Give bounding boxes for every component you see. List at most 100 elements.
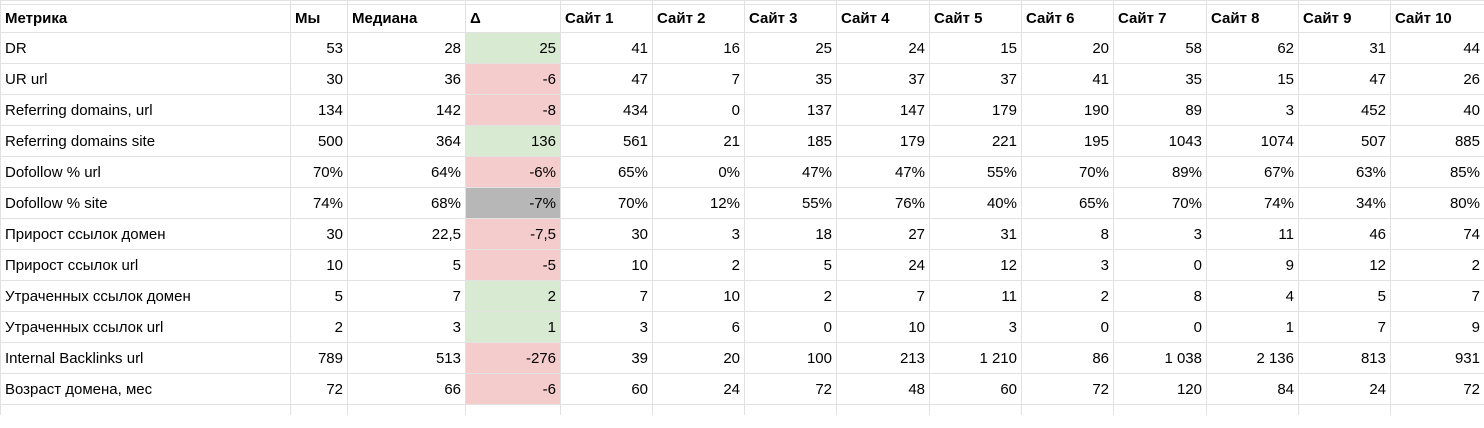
site-value-cell[interactable]: 72 bbox=[1021, 373, 1114, 405]
site-value-cell[interactable]: 179 bbox=[836, 125, 930, 157]
we-value-cell[interactable]: 72 bbox=[290, 373, 348, 405]
site-value-cell[interactable]: 24 bbox=[836, 249, 930, 281]
site-value-cell[interactable]: 2 bbox=[744, 280, 837, 312]
site-value-cell[interactable]: 0 bbox=[1021, 311, 1114, 343]
site-value-cell[interactable]: 46 bbox=[1298, 218, 1391, 250]
site-value-cell[interactable]: 15 bbox=[1206, 63, 1299, 95]
site-value-cell[interactable]: 47 bbox=[560, 63, 653, 95]
site-value-cell[interactable]: 11 bbox=[1206, 218, 1299, 250]
delta-value-cell[interactable]: -6 bbox=[465, 373, 561, 405]
site-value-cell[interactable]: 147 bbox=[836, 94, 930, 126]
site-value-cell[interactable]: 60 bbox=[560, 373, 653, 405]
median-value-cell[interactable]: 68% bbox=[347, 187, 466, 219]
site-value-cell[interactable]: 40% bbox=[929, 187, 1022, 219]
site-value-cell[interactable]: 58 bbox=[1113, 32, 1207, 64]
median-value-cell[interactable]: 22,5 bbox=[347, 218, 466, 250]
metric-name-cell[interactable]: Internal Backlinks url bbox=[0, 342, 291, 374]
site-value-cell[interactable]: 20 bbox=[652, 342, 745, 374]
partial-cell[interactable] bbox=[1298, 404, 1391, 415]
site-value-cell[interactable]: 70% bbox=[1113, 187, 1207, 219]
metric-name-cell[interactable]: Referring domains, url bbox=[0, 94, 291, 126]
site-value-cell[interactable]: 21 bbox=[652, 125, 745, 157]
site-value-cell[interactable]: 31 bbox=[929, 218, 1022, 250]
delta-value-cell[interactable]: 1 bbox=[465, 311, 561, 343]
site-value-cell[interactable]: 7 bbox=[652, 63, 745, 95]
site-value-cell[interactable]: 65% bbox=[1021, 187, 1114, 219]
site-value-cell[interactable]: 63% bbox=[1298, 156, 1391, 188]
we-value-cell[interactable]: 500 bbox=[290, 125, 348, 157]
column-header-cell-8[interactable]: Сайт 5 bbox=[929, 4, 1022, 33]
column-header-cell-9[interactable]: Сайт 6 bbox=[1021, 4, 1114, 33]
site-value-cell[interactable]: 7 bbox=[1390, 280, 1484, 312]
median-value-cell[interactable]: 5 bbox=[347, 249, 466, 281]
site-value-cell[interactable]: 34% bbox=[1298, 187, 1391, 219]
median-value-cell[interactable]: 7 bbox=[347, 280, 466, 312]
site-value-cell[interactable]: 6 bbox=[652, 311, 745, 343]
site-value-cell[interactable]: 3 bbox=[560, 311, 653, 343]
partial-cell[interactable] bbox=[290, 404, 348, 415]
site-value-cell[interactable]: 100 bbox=[744, 342, 837, 374]
site-value-cell[interactable]: 10 bbox=[560, 249, 653, 281]
delta-value-cell[interactable]: -7% bbox=[465, 187, 561, 219]
site-value-cell[interactable]: 120 bbox=[1113, 373, 1207, 405]
site-value-cell[interactable]: 74 bbox=[1390, 218, 1484, 250]
site-value-cell[interactable]: 561 bbox=[560, 125, 653, 157]
metric-name-cell[interactable]: Прирост ссылок домен bbox=[0, 218, 291, 250]
metric-name-cell[interactable]: Dofollow % url bbox=[0, 156, 291, 188]
median-value-cell[interactable]: 513 bbox=[347, 342, 466, 374]
site-value-cell[interactable]: 76% bbox=[836, 187, 930, 219]
site-value-cell[interactable]: 86 bbox=[1021, 342, 1114, 374]
site-value-cell[interactable]: 10 bbox=[836, 311, 930, 343]
metric-name-cell[interactable]: UR url bbox=[0, 63, 291, 95]
site-value-cell[interactable]: 3 bbox=[1021, 249, 1114, 281]
site-value-cell[interactable]: 1 bbox=[1206, 311, 1299, 343]
site-value-cell[interactable]: 5 bbox=[744, 249, 837, 281]
site-value-cell[interactable]: 7 bbox=[1298, 311, 1391, 343]
metric-name-cell[interactable]: Referring domains site bbox=[0, 125, 291, 157]
site-value-cell[interactable]: 9 bbox=[1206, 249, 1299, 281]
site-value-cell[interactable]: 70% bbox=[560, 187, 653, 219]
site-value-cell[interactable]: 24 bbox=[836, 32, 930, 64]
site-value-cell[interactable]: 931 bbox=[1390, 342, 1484, 374]
site-value-cell[interactable]: 213 bbox=[836, 342, 930, 374]
partial-cell[interactable] bbox=[347, 404, 466, 415]
site-value-cell[interactable]: 31 bbox=[1298, 32, 1391, 64]
column-header-cell-12[interactable]: Сайт 9 bbox=[1298, 4, 1391, 33]
site-value-cell[interactable]: 12 bbox=[929, 249, 1022, 281]
site-value-cell[interactable]: 507 bbox=[1298, 125, 1391, 157]
we-value-cell[interactable]: 789 bbox=[290, 342, 348, 374]
delta-value-cell[interactable]: -8 bbox=[465, 94, 561, 126]
partial-cell[interactable] bbox=[652, 404, 745, 415]
delta-value-cell[interactable]: -6% bbox=[465, 156, 561, 188]
site-value-cell[interactable]: 30 bbox=[560, 218, 653, 250]
partial-cell[interactable] bbox=[744, 404, 837, 415]
metric-name-cell[interactable]: Dofollow % site bbox=[0, 187, 291, 219]
median-value-cell[interactable]: 364 bbox=[347, 125, 466, 157]
site-value-cell[interactable]: 7 bbox=[836, 280, 930, 312]
site-value-cell[interactable]: 12% bbox=[652, 187, 745, 219]
site-value-cell[interactable]: 18 bbox=[744, 218, 837, 250]
site-value-cell[interactable]: 44 bbox=[1390, 32, 1484, 64]
site-value-cell[interactable]: 20 bbox=[1021, 32, 1114, 64]
site-value-cell[interactable]: 35 bbox=[1113, 63, 1207, 95]
we-value-cell[interactable]: 30 bbox=[290, 218, 348, 250]
site-value-cell[interactable]: 67% bbox=[1206, 156, 1299, 188]
median-value-cell[interactable]: 3 bbox=[347, 311, 466, 343]
site-value-cell[interactable]: 35 bbox=[744, 63, 837, 95]
site-value-cell[interactable]: 4 bbox=[1206, 280, 1299, 312]
site-value-cell[interactable]: 12 bbox=[1298, 249, 1391, 281]
we-value-cell[interactable]: 10 bbox=[290, 249, 348, 281]
site-value-cell[interactable]: 55% bbox=[929, 156, 1022, 188]
site-value-cell[interactable]: 3 bbox=[1206, 94, 1299, 126]
site-value-cell[interactable]: 1 210 bbox=[929, 342, 1022, 374]
site-value-cell[interactable]: 65% bbox=[560, 156, 653, 188]
site-value-cell[interactable]: 1 038 bbox=[1113, 342, 1207, 374]
site-value-cell[interactable]: 24 bbox=[652, 373, 745, 405]
site-value-cell[interactable]: 89% bbox=[1113, 156, 1207, 188]
site-value-cell[interactable]: 179 bbox=[929, 94, 1022, 126]
column-header-cell-10[interactable]: Сайт 7 bbox=[1113, 4, 1207, 33]
delta-value-cell[interactable]: -276 bbox=[465, 342, 561, 374]
we-value-cell[interactable]: 53 bbox=[290, 32, 348, 64]
site-value-cell[interactable]: 24 bbox=[1298, 373, 1391, 405]
we-value-cell[interactable]: 74% bbox=[290, 187, 348, 219]
